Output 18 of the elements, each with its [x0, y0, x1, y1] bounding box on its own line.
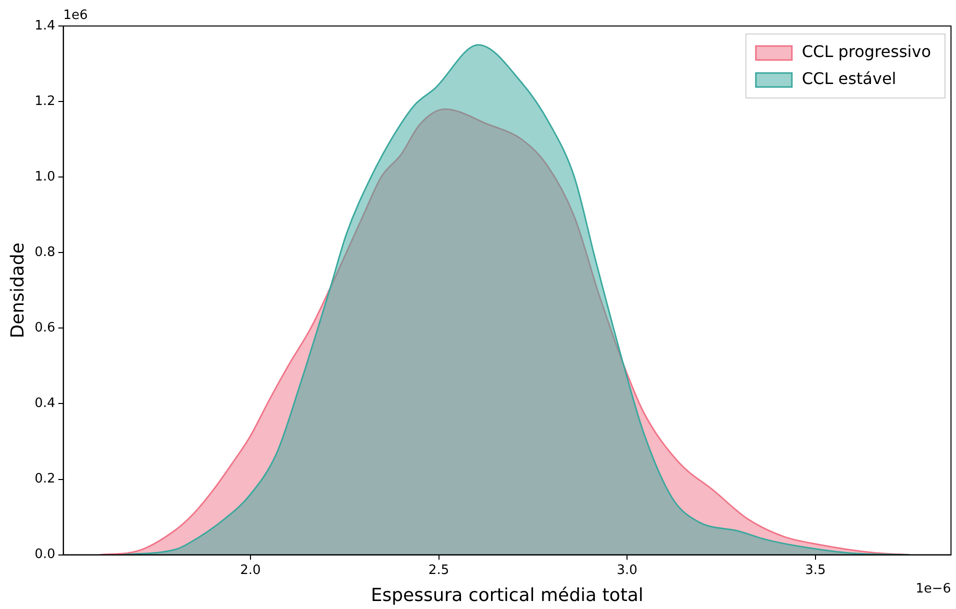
text: 1e−6: [916, 582, 951, 597]
y-tick-label: 1.2: [34, 94, 56, 109]
x-tick-label: 2.0: [240, 562, 261, 578]
y-axis-title: Densidade: [7, 242, 28, 338]
y-tick-label: 1.4: [34, 18, 56, 34]
legend-label: CCL estável: [802, 69, 896, 88]
y-tick-label: 0.8: [34, 245, 56, 260]
y-tick-label: 0.6: [34, 320, 56, 336]
x-tick-label: 3.0: [616, 562, 638, 578]
x-axis-title: Espessura cortical média total: [370, 584, 644, 606]
legend-label: CCL progressivo: [802, 42, 932, 62]
x-tick-label: 2.5: [428, 562, 450, 578]
y-tick-label: 0.4: [34, 396, 56, 412]
x-tick-label: 3.5: [805, 562, 826, 578]
y-tick-label: 0.0: [34, 547, 56, 562]
text: 1e6: [63, 8, 88, 23]
y-tick-label: 0.2: [34, 472, 56, 487]
y-tick-label: 1.0: [34, 169, 56, 184]
